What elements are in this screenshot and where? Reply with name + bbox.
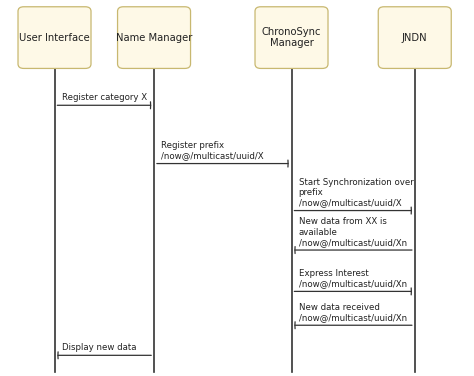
Text: Start Synchronization over
prefix
/now@/multicast/uuid/X: Start Synchronization over prefix /now@/… xyxy=(299,178,413,208)
FancyBboxPatch shape xyxy=(18,7,91,68)
Text: Display new data: Display new data xyxy=(62,343,136,352)
Text: Express Interest
/now@/multicast/uuid/Xn: Express Interest /now@/multicast/uuid/Xn xyxy=(299,269,407,288)
Text: New data from XX is
available
/now@/multicast/uuid/Xn: New data from XX is available /now@/mult… xyxy=(299,217,407,247)
FancyBboxPatch shape xyxy=(255,7,328,68)
Text: New data received
/now@/multicast/uuid/Xn: New data received /now@/multicast/uuid/X… xyxy=(299,303,407,322)
Text: User Interface: User Interface xyxy=(19,33,90,42)
Text: JNDN: JNDN xyxy=(402,33,428,42)
FancyBboxPatch shape xyxy=(378,7,451,68)
Text: ChronoSync
Manager: ChronoSync Manager xyxy=(262,27,321,49)
FancyBboxPatch shape xyxy=(118,7,191,68)
Text: Register prefix
/now@/multicast/uuid/X: Register prefix /now@/multicast/uuid/X xyxy=(161,141,264,161)
Text: Name Manager: Name Manager xyxy=(116,33,192,42)
Text: Register category X: Register category X xyxy=(62,93,147,102)
